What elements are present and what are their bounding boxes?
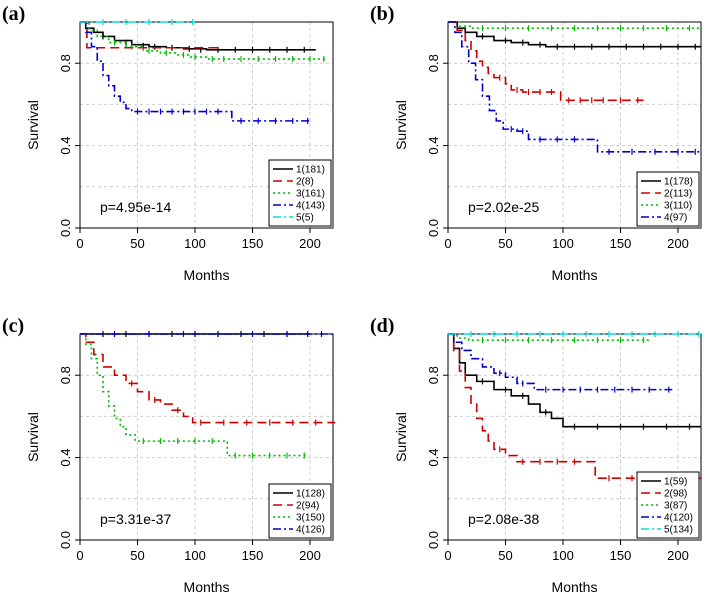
x-tick-label: 50 (498, 548, 512, 563)
p-value-label: p=4.95e-14 (100, 199, 171, 215)
plot-frame (447, 333, 702, 541)
survival-curve-series-2 (448, 21, 644, 102)
x-tick-label: 150 (242, 548, 264, 563)
x-tick-label: 100 (552, 236, 574, 251)
legend-entry: 1(59) (664, 477, 687, 488)
x-tick-label: 50 (130, 548, 144, 563)
survival-curve-series-2 (80, 333, 336, 424)
km-panel-1: (a) 0 50 100 150 200 0.0 0.4 0.8 Months Survival p=… (2, 3, 334, 283)
km-panel-2: (b) 0 50 100 150 200 0.0 0.4 0.8 Months Survival p=… (370, 3, 702, 283)
x-tick-label: 100 (552, 548, 574, 563)
legend-entry: 3(110) (664, 201, 692, 212)
y-axis-title: Survival (393, 100, 409, 150)
x-tick-label: 150 (610, 548, 632, 563)
x-tick-label: 50 (130, 236, 144, 251)
legend-entry: 2(8) (296, 177, 314, 188)
x-axis-title: Months (552, 579, 598, 595)
legend-entry: 5(134) (664, 525, 693, 536)
survival-curve-series-4 (80, 21, 310, 122)
survival-curve-series-2 (448, 333, 701, 479)
x-axis-title: Months (552, 267, 598, 283)
survival-curve-series-4 (448, 333, 673, 391)
y-tick-label: 0.0 (426, 219, 441, 237)
survival-curve-series-3 (80, 21, 328, 60)
y-tick-label: 0.8 (426, 366, 441, 384)
survival-curve-series-1 (80, 21, 316, 51)
p-value-label: p=2.02e-25 (468, 199, 539, 215)
survival-curve-series-3 (448, 333, 650, 341)
legend-entry: 2(94) (296, 501, 319, 512)
survival-curve-series-3 (80, 333, 308, 457)
p-value-label: p=2.08e-38 (468, 511, 539, 527)
legend-entry: 2(98) (664, 489, 687, 500)
legend-entry: 5(5) (296, 213, 314, 224)
x-tick-label: 0 (444, 236, 451, 251)
legend-entry: 3(87) (664, 501, 687, 512)
plot-frame (447, 21, 702, 229)
y-tick-label: 0.0 (58, 531, 73, 549)
panel-label: (b) (370, 3, 394, 25)
panel-label: (d) (370, 315, 394, 337)
legend-entry: 3(161) (296, 189, 325, 200)
y-tick-label: 0.4 (58, 137, 73, 155)
x-tick-label: 0 (76, 236, 83, 251)
x-tick-label: 100 (184, 236, 206, 251)
y-axis-title: Survival (25, 100, 41, 150)
legend-entry: 1(181) (296, 165, 325, 176)
legend-entry: 4(97) (664, 213, 687, 224)
y-tick-label: 0.8 (58, 54, 73, 72)
legend-entry: 3(150) (296, 513, 325, 524)
x-tick-label: 200 (299, 548, 321, 563)
legend-entry: 4(126) (296, 525, 325, 536)
plot-frame (79, 21, 334, 229)
y-tick-label: 0.4 (426, 137, 441, 155)
survival-curve-series-1 (448, 333, 701, 428)
survival-curve-series-4 (448, 21, 701, 153)
x-tick-label: 0 (76, 548, 83, 563)
legend-entry: 2(113) (664, 189, 692, 200)
panel-label: (c) (2, 315, 24, 337)
km-panel-3: (c) 0 50 100 150 200 0.0 0.4 0.8 Months Survival p=… (2, 315, 336, 595)
legend-entry: 4(120) (664, 513, 693, 524)
x-tick-label: 100 (184, 548, 206, 563)
legend-entry: 4(143) (296, 201, 325, 212)
x-tick-label: 200 (667, 548, 689, 563)
legend-entry: 1(178) (664, 177, 693, 188)
y-tick-label: 0.0 (426, 531, 441, 549)
x-tick-label: 200 (299, 236, 321, 251)
x-tick-label: 0 (444, 548, 451, 563)
survival-curve-series-3 (448, 21, 701, 29)
y-tick-label: 0.4 (426, 449, 441, 467)
survival-curve-series-1 (448, 21, 701, 48)
x-tick-label: 150 (242, 236, 264, 251)
p-value-label: p=3.31e-37 (100, 511, 171, 527)
y-tick-label: 0.0 (58, 219, 73, 237)
y-tick-label: 0.8 (58, 366, 73, 384)
x-tick-label: 150 (610, 236, 632, 251)
y-tick-label: 0.8 (426, 54, 441, 72)
y-axis-title: Survival (25, 412, 41, 462)
x-axis-title: Months (184, 579, 230, 595)
x-tick-label: 50 (498, 236, 512, 251)
km-panel-4: (d) 0 50 100 150 200 0.0 0.4 0.8 Months Survival p=… (370, 315, 704, 595)
legend-entry: 1(128) (296, 489, 325, 500)
x-tick-label: 200 (667, 236, 689, 251)
y-tick-label: 0.4 (58, 449, 73, 467)
x-axis-title: Months (184, 267, 230, 283)
panel-label: (a) (2, 3, 25, 25)
y-axis-title: Survival (393, 412, 409, 462)
